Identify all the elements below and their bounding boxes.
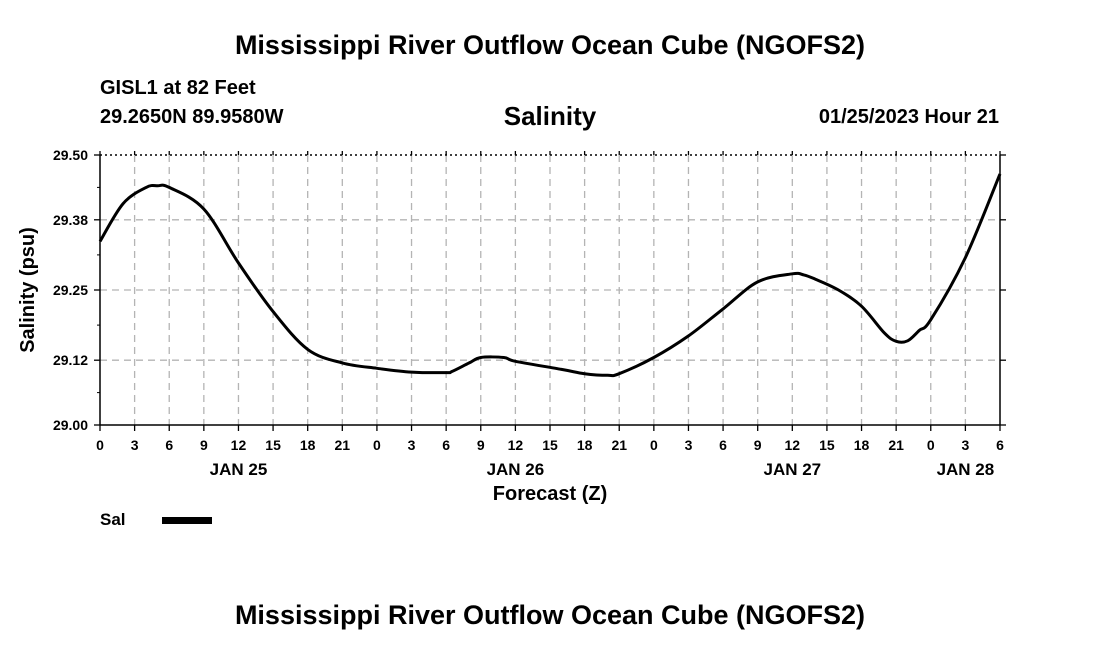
x-tick-label: 15 bbox=[819, 437, 835, 453]
x-tick-label: 9 bbox=[477, 437, 485, 453]
legend-label: Sal bbox=[100, 510, 126, 529]
footer-title: Mississippi River Outflow Ocean Cube (NG… bbox=[234, 600, 866, 630]
series-layer bbox=[98, 173, 1002, 378]
x-tick-label: 12 bbox=[508, 437, 524, 453]
x-tick-label: 12 bbox=[231, 437, 247, 453]
y-axis-title: Salinity (psu) bbox=[17, 227, 39, 353]
x-tick-label: 6 bbox=[165, 437, 173, 453]
x-tick-label: 18 bbox=[300, 437, 316, 453]
main-title: Mississippi River Outflow Ocean Cube (NG… bbox=[234, 30, 866, 60]
date-label: JAN 26 bbox=[487, 460, 545, 479]
date-label: JAN 27 bbox=[763, 460, 821, 479]
y-tick-label: 29.50 bbox=[53, 147, 88, 163]
x-tick-label: 0 bbox=[96, 437, 104, 453]
x-tick-label: 21 bbox=[611, 437, 627, 453]
x-tick-label: 3 bbox=[408, 437, 416, 453]
x-tick-label: 9 bbox=[754, 437, 762, 453]
axes: 29.00 29.12 29.25 29.38 29.50 0 3 6 9 12 15 18 21 0 3 6… bbox=[53, 147, 1006, 479]
x-tick-label: 12 bbox=[785, 437, 801, 453]
x-tick-label: 6 bbox=[996, 437, 1004, 453]
grid-lines bbox=[100, 155, 1000, 425]
y-tick-label: 29.38 bbox=[53, 212, 88, 228]
x-tick-label: 3 bbox=[685, 437, 693, 453]
y-tick-label: 29.25 bbox=[53, 282, 88, 298]
station-coordinates: 29.2650N 89.9580W bbox=[100, 106, 284, 128]
x-axis-title: Forecast (Z) bbox=[493, 483, 607, 505]
x-tick-label: 3 bbox=[961, 437, 969, 453]
x-tick-label: 0 bbox=[927, 437, 935, 453]
station-label: GISL1 at 82 Feet bbox=[100, 77, 256, 99]
x-tick-label: 6 bbox=[719, 437, 727, 453]
x-tick-label: 15 bbox=[542, 437, 558, 453]
date-label: JAN 25 bbox=[210, 460, 268, 479]
x-tick-label: 18 bbox=[577, 437, 593, 453]
x-tick-label: 9 bbox=[200, 437, 208, 453]
y-tick-label: 29.00 bbox=[53, 417, 88, 433]
x-tick-label: 18 bbox=[854, 437, 870, 453]
x-tick-label: 6 bbox=[442, 437, 450, 453]
x-tick-label: 15 bbox=[265, 437, 281, 453]
forecast-datetime: 01/25/2023 Hour 21 bbox=[818, 106, 999, 128]
x-tick-label: 0 bbox=[650, 437, 658, 453]
x-tick-label: 0 bbox=[373, 437, 381, 453]
series-line-sal bbox=[98, 173, 1002, 378]
x-tick-label: 3 bbox=[131, 437, 139, 453]
x-tick-label: 21 bbox=[888, 437, 904, 453]
date-label: JAN 28 bbox=[937, 460, 995, 479]
y-tick-label: 29.12 bbox=[53, 352, 88, 368]
chart-title: Salinity bbox=[503, 101, 597, 131]
x-tick-label: 21 bbox=[335, 437, 351, 453]
legend-line-swatch bbox=[162, 517, 212, 524]
